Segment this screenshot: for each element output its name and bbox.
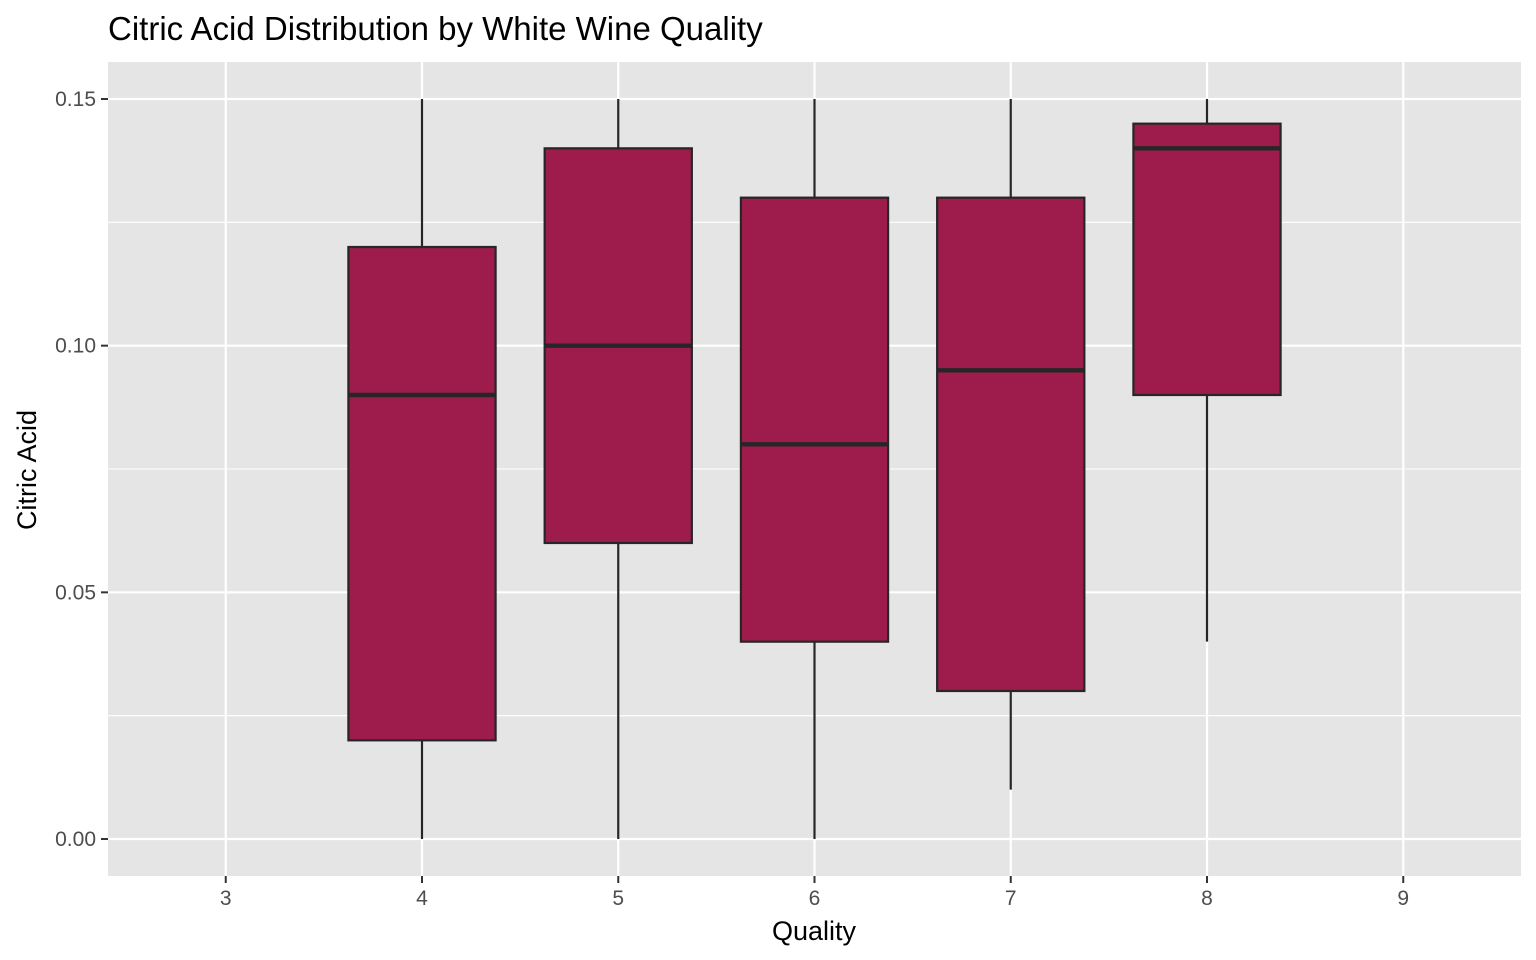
x-tick-label: 8 [1201, 887, 1213, 910]
y-tick-label: 0.15 [55, 88, 96, 111]
box-group-quality-7 [936, 99, 1086, 790]
y-tick-label: 0.10 [55, 335, 96, 358]
iqr-box [936, 196, 1086, 693]
x-tick-label: 4 [416, 887, 428, 910]
boxplot-layer [347, 99, 1282, 839]
x-axis-title: Quality [772, 916, 857, 946]
box-group-quality-8 [1132, 99, 1282, 642]
y-tick-label: 0.00 [55, 828, 96, 851]
iqr-box [1132, 122, 1282, 397]
y-tick-label: 0.05 [55, 581, 96, 604]
x-tick-label: 7 [1005, 887, 1017, 910]
box-group-quality-6 [739, 99, 890, 839]
x-tick-label: 3 [220, 887, 232, 910]
x-tick-label: 5 [612, 887, 624, 910]
box-group-quality-5 [543, 99, 693, 839]
chart-title: Citric Acid Distribution by White Wine Q… [108, 10, 763, 47]
x-axis: 3 4 5 6 7 8 9 [220, 876, 1409, 910]
x-tick-label: 9 [1397, 887, 1409, 910]
iqr-box [347, 245, 497, 742]
y-axis: 0.00 0.05 0.10 0.15 [55, 88, 108, 851]
x-tick-label: 6 [809, 887, 821, 910]
iqr-box [739, 196, 890, 643]
box-group-quality-4 [347, 99, 497, 839]
y-axis-title: Citric Acid [12, 410, 42, 530]
